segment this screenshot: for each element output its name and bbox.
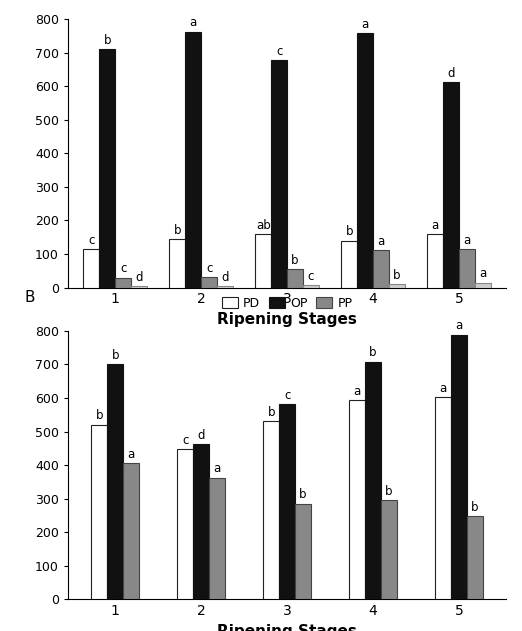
X-axis label: Ripening Stages: Ripening Stages [217, 312, 357, 327]
Text: a: a [440, 382, 447, 394]
Text: b: b [291, 254, 299, 267]
Bar [169, 239, 185, 288]
Bar [201, 277, 217, 288]
Text: d: d [221, 271, 229, 284]
Text: b: b [173, 223, 181, 237]
Text: a: a [432, 218, 439, 232]
Text: d: d [197, 429, 205, 442]
Text: B: B [24, 290, 34, 305]
Text: b: b [471, 501, 479, 514]
Bar [467, 516, 483, 599]
Text: b: b [96, 410, 103, 423]
Text: b: b [267, 406, 275, 419]
Bar [303, 285, 319, 288]
Bar [131, 286, 147, 288]
Text: a: a [455, 319, 462, 333]
Text: c: c [120, 262, 126, 275]
Text: d: d [135, 271, 143, 284]
Bar [295, 504, 311, 599]
Bar [443, 82, 459, 288]
Bar [279, 404, 295, 599]
Bar [107, 364, 123, 599]
Text: b: b [111, 349, 119, 362]
Text: a: a [213, 462, 221, 475]
Bar [357, 33, 373, 288]
Text: b: b [370, 346, 377, 359]
Bar [475, 283, 491, 288]
Bar [255, 234, 271, 288]
Text: b: b [103, 34, 111, 47]
Text: a: a [353, 385, 361, 398]
Text: b: b [346, 225, 353, 239]
Bar [271, 60, 287, 288]
Bar [373, 250, 389, 288]
Bar [217, 286, 233, 288]
Text: c: c [206, 261, 212, 274]
Text: b: b [393, 269, 401, 282]
Text: c: c [88, 233, 94, 247]
Bar [123, 463, 139, 599]
Bar [263, 422, 279, 599]
Text: c: c [284, 389, 290, 402]
Text: b: b [299, 488, 307, 502]
Text: a: a [377, 235, 385, 247]
Text: a: a [127, 448, 135, 461]
Bar [99, 49, 115, 288]
Text: a: a [479, 267, 487, 280]
Bar [435, 397, 451, 599]
Text: d: d [447, 67, 455, 80]
Text: ab: ab [256, 218, 270, 232]
Text: c: c [276, 45, 282, 57]
Bar [389, 284, 405, 288]
Bar [427, 234, 443, 288]
Bar [341, 240, 357, 288]
Bar [91, 425, 107, 599]
Bar [84, 249, 99, 288]
Text: b: b [385, 485, 393, 498]
Bar [185, 32, 201, 288]
Bar [451, 335, 467, 599]
Bar [365, 362, 381, 599]
Text: a: a [464, 233, 471, 247]
Bar [287, 269, 303, 288]
Bar [459, 249, 475, 288]
Bar [209, 478, 225, 599]
Legend: PD, OP, PP: PD, OP, PP [222, 297, 352, 310]
Text: c: c [308, 269, 314, 283]
Bar [193, 444, 209, 599]
Text: a: a [362, 18, 369, 31]
Text: c: c [182, 433, 188, 447]
Text: a: a [189, 16, 197, 29]
Bar [349, 400, 365, 599]
Bar [381, 500, 397, 599]
X-axis label: Ripening Stages: Ripening Stages [217, 624, 357, 631]
Bar [177, 449, 193, 599]
Bar [115, 278, 131, 288]
